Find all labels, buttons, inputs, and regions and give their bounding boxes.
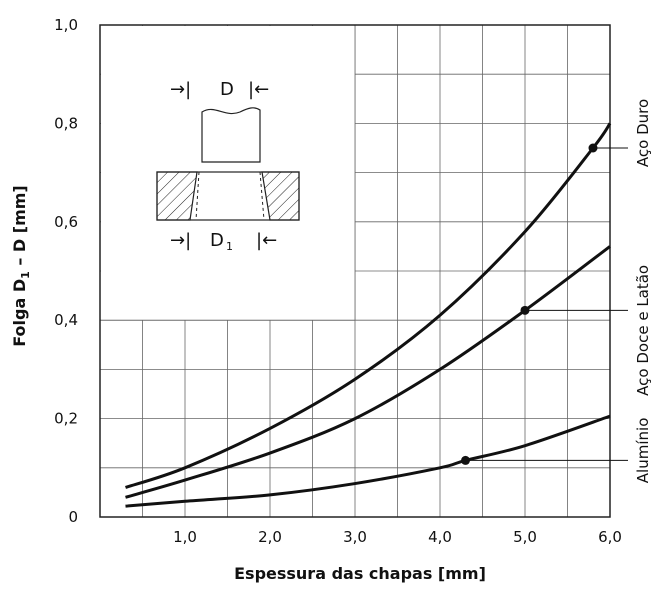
inset-bottom-arrow-right: |←	[256, 230, 277, 251]
die-shape	[156, 171, 300, 221]
inset-top-label-d: D	[220, 79, 234, 100]
inset-bottom-label-sub: 1	[226, 240, 233, 253]
series-label: Aço Doce e Latão	[634, 265, 652, 396]
plot-border	[99, 24, 611, 518]
y-axis-title: Folga D1 – D [mm]	[10, 185, 32, 346]
y-tick-label: 0,4	[54, 311, 78, 329]
series-labels: Aço Duro Aço Doce e Latão Alumínio	[634, 99, 652, 483]
x-tick-label: 2,0	[258, 528, 282, 546]
series-point-marker	[461, 455, 470, 465]
y-tick-label: 1,0	[54, 16, 78, 34]
inset-top-arrow-left: →|	[170, 79, 191, 100]
x-axis-title: Espessura das chapas [mm]	[234, 564, 486, 583]
label-leader-lines	[465, 147, 628, 461]
series-point-marker	[520, 305, 530, 315]
series-markers	[461, 143, 598, 465]
x-tick-label: 4,0	[428, 528, 452, 546]
x-tick-label: 1,0	[173, 528, 197, 546]
series-line	[125, 122, 612, 489]
x-tick-label: 6,0	[598, 528, 622, 546]
punch-shape	[201, 107, 261, 163]
y-tick-label: 0,2	[54, 410, 78, 428]
y-axis-title-sub: 1	[19, 271, 32, 279]
inset-bottom-label-d: D	[210, 230, 224, 251]
x-tick-label: 5,0	[513, 528, 537, 546]
y-axis-title-main: Folga D	[10, 279, 29, 347]
plot-frame	[99, 24, 611, 518]
punch-die-inset: →| D |← →| D 1 |←	[156, 79, 300, 253]
y-tick-label: 0,8	[54, 114, 78, 132]
x-axis-ticks: 1,0 2,0 3,0 4,0 5,0 6,0	[173, 528, 622, 546]
inset-bottom-arrow-left: →|	[170, 230, 191, 251]
y-tick-label: 0	[68, 508, 78, 526]
x-tick-label: 3,0	[343, 528, 367, 546]
series-point-marker	[588, 143, 598, 153]
inset-top-dimension: →| D |←	[170, 79, 269, 100]
series-label: Alumínio	[634, 418, 652, 484]
inset-top-arrow-right: |←	[248, 79, 269, 100]
series-label: Aço Duro	[634, 99, 652, 167]
y-axis-ticks: 0 0,2 0,4 0,6 0,8 1,0	[54, 16, 78, 526]
y-axis-title-tail: – D [mm]	[10, 185, 29, 271]
inset-bottom-dimension: →| D 1 |←	[170, 230, 277, 253]
y-tick-label: 0,6	[54, 213, 78, 231]
series-line	[125, 414, 611, 508]
